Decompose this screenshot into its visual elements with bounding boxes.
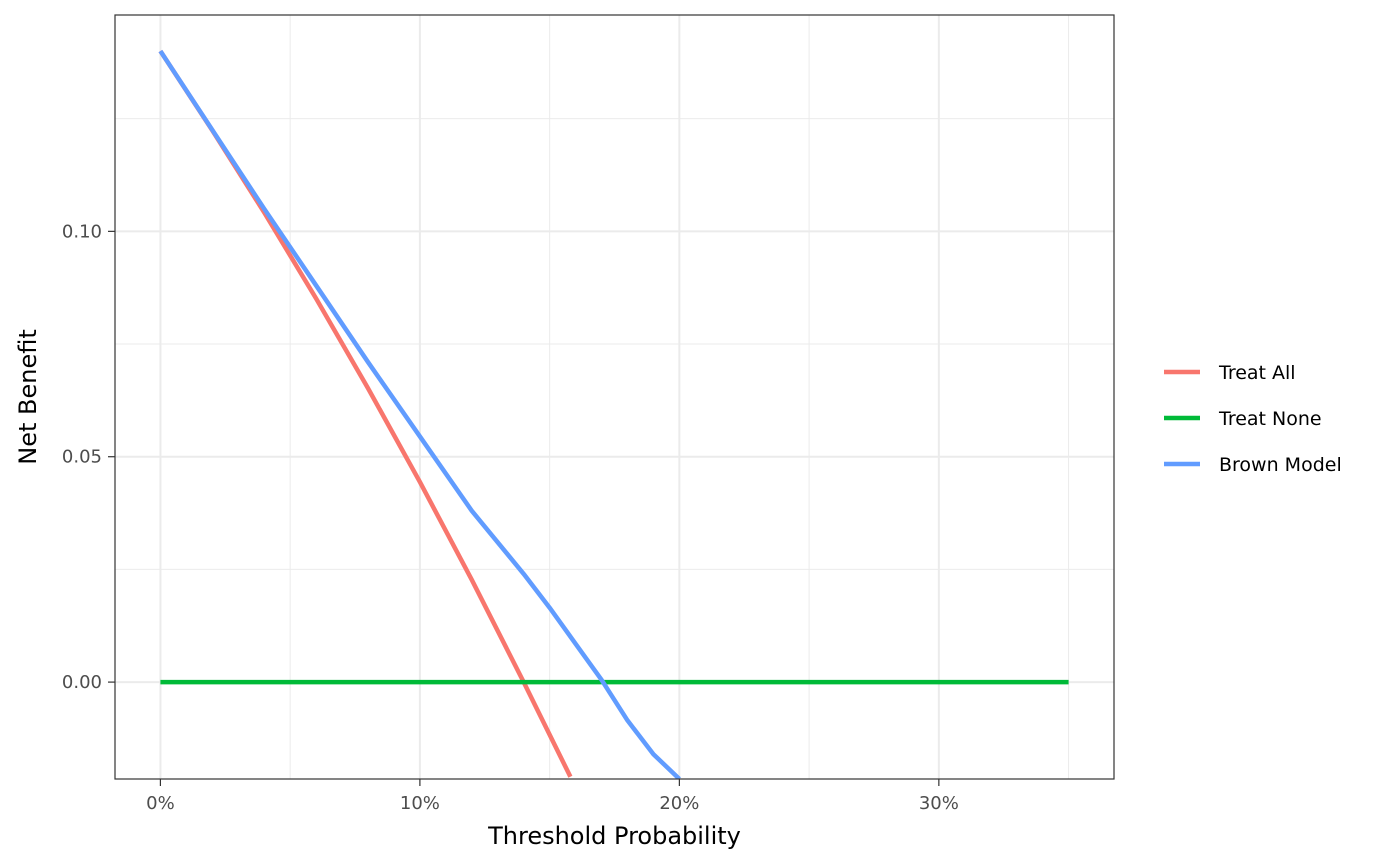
y-axis-title: Net Benefit <box>14 329 42 465</box>
minor-gridlines <box>115 15 1114 779</box>
plot-panel-border <box>114 14 1115 780</box>
major-gridlines <box>115 15 1114 779</box>
y-tick-label: 0.00 <box>62 672 102 693</box>
series-line-treat-all <box>158 49 573 778</box>
x-axis-ticks: 0% 10% 20% 30% <box>146 779 959 814</box>
series-lines <box>158 49 1069 779</box>
y-tick-label: 0.10 <box>62 221 102 242</box>
legend-label-treat-none: Treat None <box>1218 408 1322 430</box>
legend: Treat All Treat None Brown Model <box>1164 362 1342 476</box>
y-tick-label: 0.05 <box>62 447 102 468</box>
y-axis-ticks: 0.00 0.05 0.10 <box>62 221 115 693</box>
x-tick-label: 10% <box>400 793 440 814</box>
x-axis-title: Threshold Probability <box>487 822 741 850</box>
legend-label-treat-all: Treat All <box>1218 362 1296 384</box>
series-line-brown-model <box>158 49 681 779</box>
x-tick-label: 20% <box>659 793 699 814</box>
x-tick-label: 30% <box>919 793 959 814</box>
legend-label-brown-model: Brown Model <box>1219 454 1342 476</box>
x-tick-label: 0% <box>146 793 175 814</box>
